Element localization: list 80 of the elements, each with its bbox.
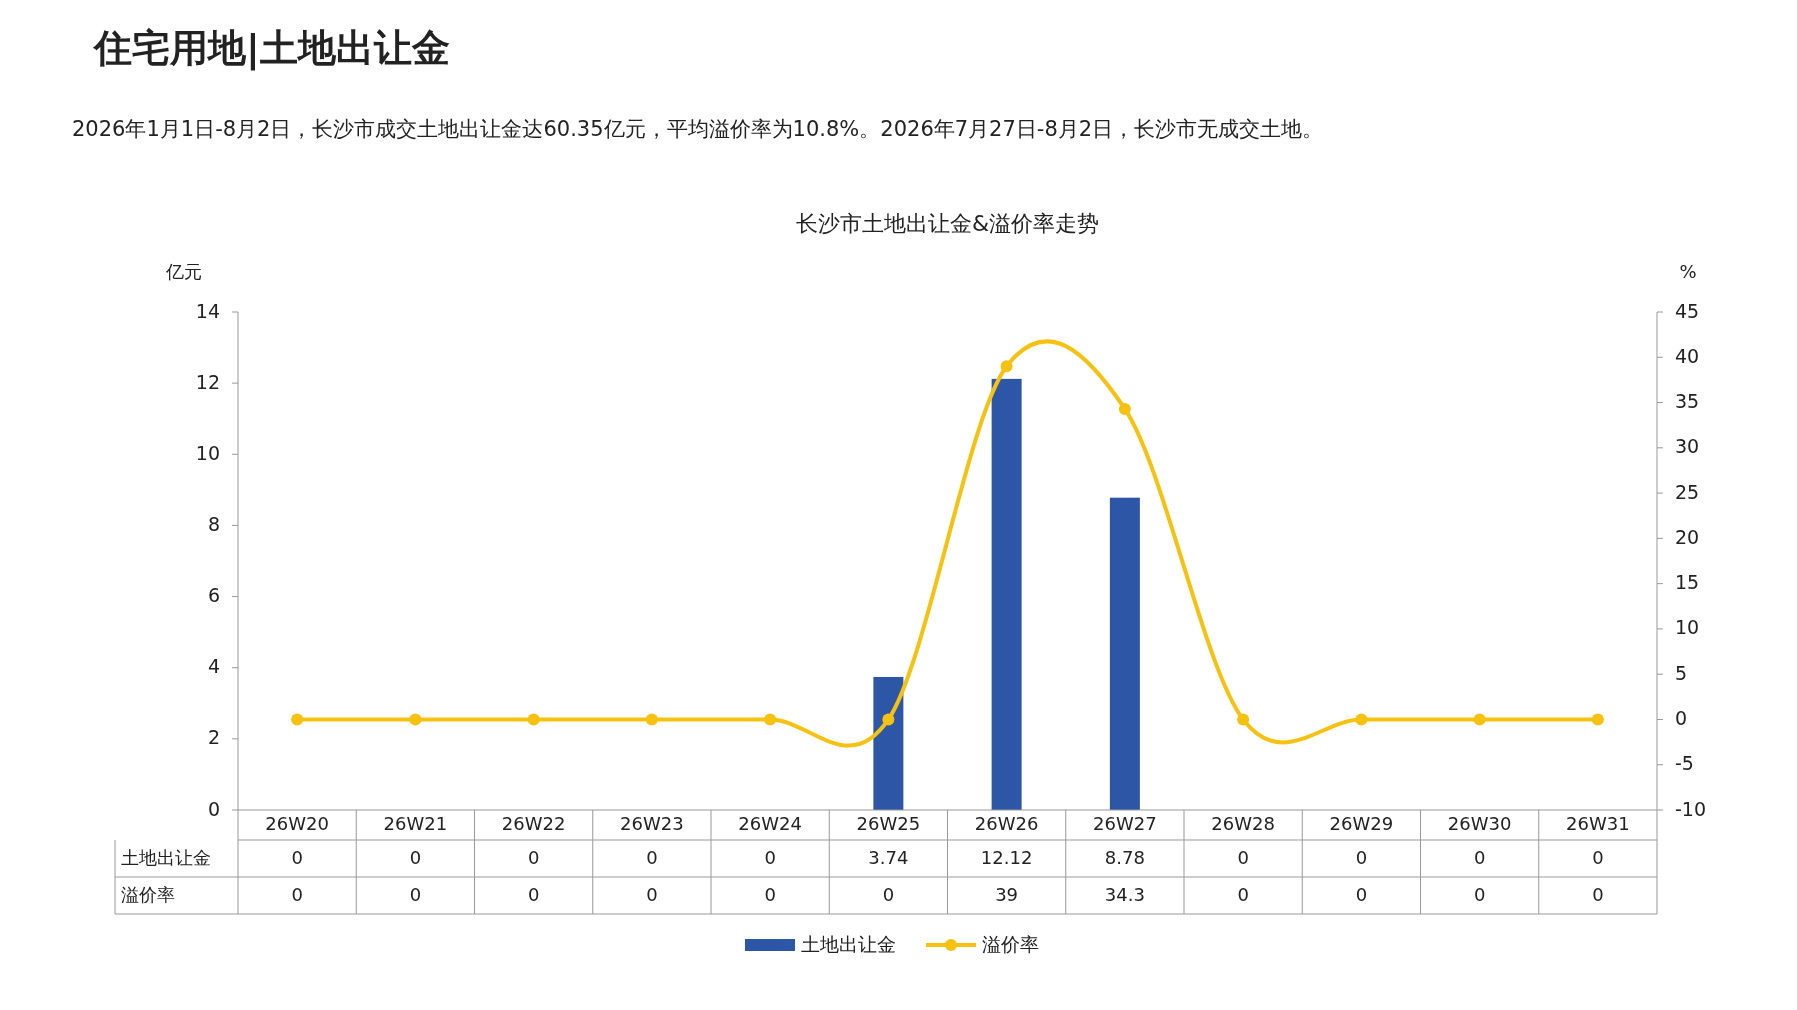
data-label: 39 xyxy=(995,883,1019,905)
x-tick-label: 26W21 xyxy=(383,813,448,834)
x-tick-label: 26W29 xyxy=(1329,813,1394,834)
point xyxy=(291,713,304,726)
point xyxy=(1591,713,1604,726)
x-tick-label: 26W22 xyxy=(501,813,566,834)
y-tick-label: 0 xyxy=(207,797,220,820)
chart-title: 长沙市土地出让金&溢价率走势 xyxy=(795,211,1100,236)
point xyxy=(527,713,540,726)
x-tick-label: 26W30 xyxy=(1447,813,1512,834)
y2-tick-label: 40 xyxy=(1675,344,1700,367)
data-label: 0 xyxy=(764,846,776,868)
data-label: 0 xyxy=(291,846,303,868)
y-tick-label: 8 xyxy=(207,512,220,535)
y2-tick-label: 10 xyxy=(1675,616,1700,639)
y-tick-label: 4 xyxy=(207,655,220,678)
y2-tick-label: -5 xyxy=(1675,752,1694,775)
legend-label: 土地出让金 xyxy=(801,932,896,955)
x-tick-label: 26W31 xyxy=(1566,813,1630,834)
x-tick-label: 26W24 xyxy=(738,813,802,834)
data-label: 0 xyxy=(527,846,540,868)
point xyxy=(1473,713,1486,726)
data-label: 0 xyxy=(1237,883,1249,905)
text: 2026年1月1日-8月2日，长沙市成交土地出让金达60.35亿元，平均溢价率为10.8%。2026年7月27日-8月2日，长沙市无成交土地。 xyxy=(72,117,1324,141)
point xyxy=(409,713,422,726)
y2-tick-label: 20 xyxy=(1675,525,1700,548)
x-tick-label: 26W25 xyxy=(856,813,921,834)
y2-tick-label: 25 xyxy=(1675,480,1700,503)
data-label: 0 xyxy=(1473,846,1486,868)
data-label: 0 xyxy=(764,883,776,905)
point xyxy=(882,713,895,726)
y2-tick-label: -10 xyxy=(1675,797,1707,820)
data-label: 0 xyxy=(1473,883,1486,905)
y-tick-label: 10 xyxy=(195,441,220,464)
y-tick-label: 2 xyxy=(207,726,220,749)
bar xyxy=(1109,497,1140,810)
data-label: 0 xyxy=(1237,846,1249,868)
y-tick-label: 14 xyxy=(195,299,220,322)
point xyxy=(1237,713,1250,726)
x-tick-label: 26W28 xyxy=(1211,813,1275,834)
y-tick-label: 12 xyxy=(195,370,220,393)
text: 住宅用地|土地出让金 xyxy=(92,25,450,71)
data-label: 0 xyxy=(409,846,422,868)
x-tick-label: 26W23 xyxy=(620,813,684,834)
data-label: 34.3 xyxy=(1104,883,1145,905)
text: 土地出让金 xyxy=(121,846,211,868)
data-label: 3.74 xyxy=(868,846,909,868)
data-label: 0 xyxy=(646,883,658,905)
data-label: 0 xyxy=(527,883,540,905)
data-label: 0 xyxy=(646,846,658,868)
y2-tick-label: 15 xyxy=(1675,571,1700,594)
y2-tick-label: 35 xyxy=(1675,390,1700,413)
bar xyxy=(991,378,1022,810)
y-axis-title: 亿元 xyxy=(165,261,202,282)
y2-tick-label: 5 xyxy=(1675,661,1688,684)
x-tick-label: 26W27 xyxy=(1093,813,1157,834)
data-label: 12.12 xyxy=(980,846,1033,868)
point xyxy=(764,713,777,726)
y2-tick-label: 45 xyxy=(1675,299,1700,322)
data-label: 8.78 xyxy=(1104,846,1145,868)
point xyxy=(1000,360,1013,373)
y2-tick-label: 30 xyxy=(1675,435,1700,458)
y2-tick-label: 0 xyxy=(1675,706,1688,729)
data-label: 0 xyxy=(291,883,303,905)
data-label: 0 xyxy=(1355,883,1368,905)
point xyxy=(1118,402,1131,415)
point xyxy=(1355,713,1368,726)
point xyxy=(645,713,658,726)
data-label: 0 xyxy=(882,883,895,905)
data-label: 0 xyxy=(1592,846,1604,868)
y-tick-label: 6 xyxy=(207,584,220,607)
x-tick-label: 26W20 xyxy=(265,813,329,834)
x-tick-label: 26W26 xyxy=(974,813,1039,834)
data-label: 0 xyxy=(409,883,422,905)
bar xyxy=(873,676,904,810)
data-label: 0 xyxy=(1355,846,1368,868)
data-label: 0 xyxy=(1592,883,1604,905)
y2-axis-title: % xyxy=(1679,261,1697,282)
legend-label: 溢价率 xyxy=(982,932,1039,955)
text: 溢价率 xyxy=(121,883,175,905)
